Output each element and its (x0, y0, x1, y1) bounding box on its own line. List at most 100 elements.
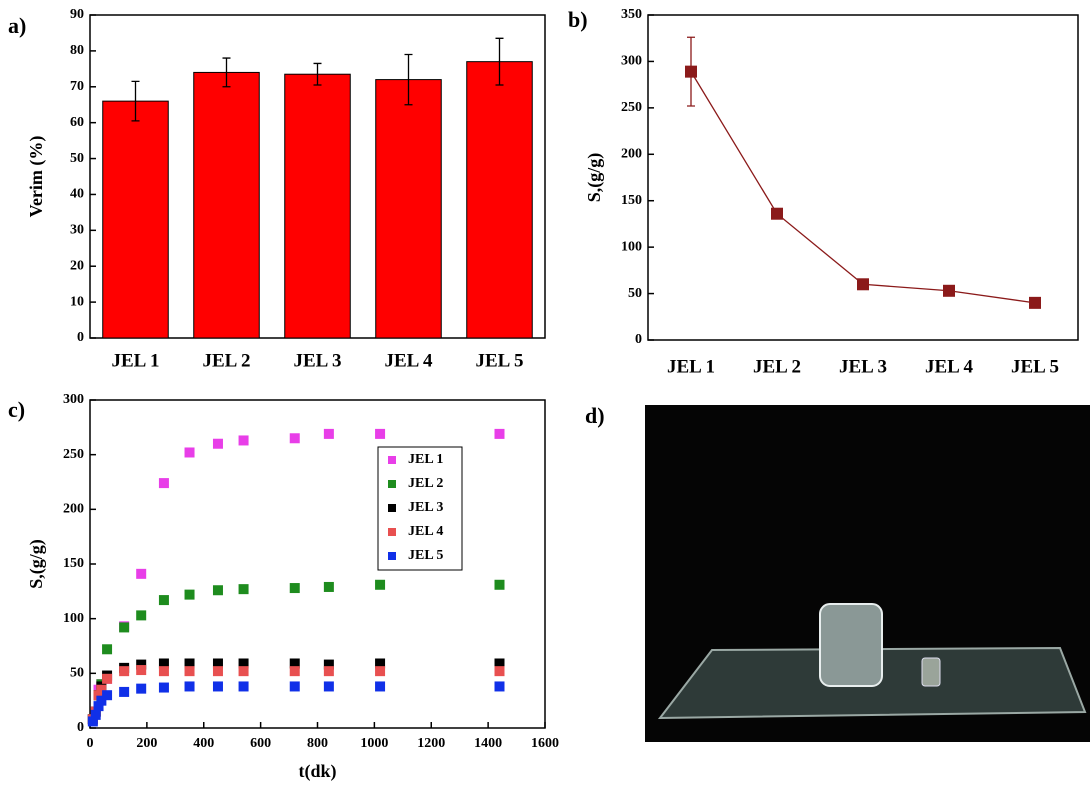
x-tick-label: JEL 4 (384, 350, 433, 371)
marker (375, 681, 386, 692)
y-tick-label: 50 (70, 151, 84, 166)
x-tick-label: 1400 (474, 736, 502, 751)
marker (158, 595, 169, 606)
x-tick-label: JEL 3 (839, 356, 887, 377)
marker (119, 666, 130, 677)
panel-label: b) (568, 7, 588, 32)
y-tick-label: 250 (621, 100, 642, 115)
legend-marker (388, 528, 396, 536)
bar (375, 79, 442, 339)
legend-label: JEL 4 (408, 524, 443, 539)
marker (184, 666, 195, 677)
marker (102, 690, 113, 701)
y-tick-label: 50 (70, 666, 84, 681)
y-tick-label: 0 (77, 330, 84, 345)
marker (87, 716, 98, 727)
marker (238, 584, 249, 595)
marker (158, 658, 169, 669)
marker (943, 284, 955, 297)
marker (184, 681, 195, 692)
marker (1029, 296, 1041, 309)
x-tick-label: JEL 2 (202, 350, 250, 371)
x-tick-label: JEL 1 (667, 356, 715, 377)
marker (685, 65, 697, 78)
x-tick-label: 400 (193, 736, 214, 751)
marker (158, 478, 169, 489)
marker (212, 681, 223, 692)
marker (96, 695, 107, 706)
marker (323, 581, 334, 592)
marker (289, 433, 300, 444)
y-tick-label: 60 (70, 115, 84, 130)
panel-label: d) (585, 403, 605, 428)
panel-label: a) (8, 13, 26, 38)
error-bar (404, 53, 413, 106)
marker (102, 644, 113, 655)
y-tick-label: 100 (621, 239, 642, 254)
marker (289, 666, 300, 677)
legend-label: JEL 1 (408, 452, 443, 467)
marker (375, 428, 386, 439)
y-tick-label: 90 (70, 7, 84, 22)
small-gel (921, 657, 941, 687)
x-tick-label: 1200 (417, 736, 445, 751)
bar (102, 100, 169, 339)
bar (466, 61, 533, 339)
error-bar (131, 80, 140, 122)
marker (323, 659, 334, 670)
y-tick-label: 40 (70, 187, 84, 202)
marker (494, 428, 505, 439)
y-tick-label: 100 (63, 611, 84, 626)
y-tick-label: 80 (70, 43, 84, 58)
error-bar (222, 57, 231, 88)
marker (375, 666, 386, 677)
y-tick-label: 20 (70, 258, 84, 273)
marker (136, 568, 147, 579)
x-tick-label: 0 (87, 736, 94, 751)
marker (238, 435, 249, 446)
y-tick-label: 30 (70, 223, 84, 238)
marker (136, 683, 147, 694)
chart: b) S,(g/g) 0 50 100 150 200 250 300 350 JEL 1 JEL 2… (568, 7, 1079, 377)
legend-marker (388, 552, 396, 560)
legend-label: JEL 2 (408, 476, 443, 491)
marker (494, 666, 505, 677)
marker (375, 579, 386, 590)
x-tick-label: 1000 (360, 736, 388, 751)
marker (158, 682, 169, 693)
y-tick-label: 150 (63, 556, 84, 571)
marker (119, 686, 130, 697)
y-tick-label: 70 (70, 79, 84, 94)
error-bar (313, 62, 322, 86)
marker (212, 438, 223, 449)
marker (212, 658, 223, 669)
x-tick-label: JEL 1 (111, 350, 159, 371)
marker (238, 681, 249, 692)
x-tick-label: JEL 5 (475, 350, 523, 371)
marker (238, 666, 249, 677)
marker (90, 709, 101, 720)
y-tick-label: 0 (635, 332, 642, 347)
x-tick-label: JEL 2 (753, 356, 801, 377)
y-tick-label: 300 (621, 54, 642, 69)
marker (93, 701, 104, 712)
marker (323, 428, 334, 439)
legend-label: JEL 5 (408, 548, 443, 563)
legend-marker (388, 504, 396, 512)
marker (96, 684, 107, 695)
large-gel (819, 603, 883, 687)
marker (184, 589, 195, 600)
marker (212, 585, 223, 596)
legend-marker (388, 480, 396, 488)
plot-frame (89, 399, 546, 729)
marker (184, 447, 195, 458)
legend-marker (388, 456, 396, 464)
photo: d) (585, 403, 1090, 742)
x-tick-label: 1600 (531, 736, 559, 751)
marker (136, 659, 147, 670)
chart: c) S,(g/g) 0 50 100 150 200 250 300 0 200 400 600 800… (8, 392, 559, 782)
y-tick-label: 250 (63, 447, 84, 462)
y-tick-label: 150 (621, 193, 642, 208)
x-axis-label: t(dk) (298, 761, 336, 782)
